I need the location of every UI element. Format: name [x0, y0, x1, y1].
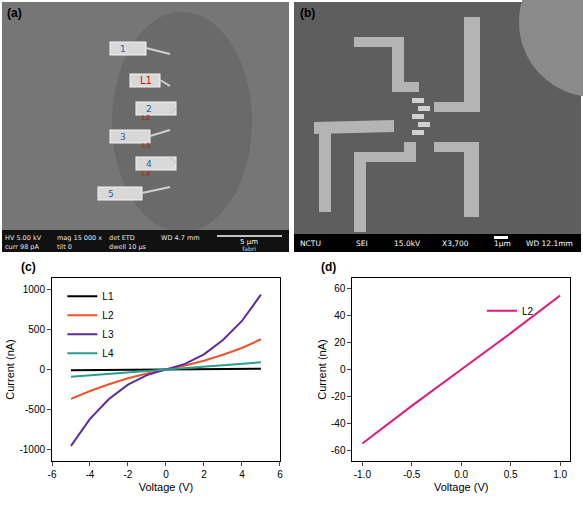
- svg-text:4: 4: [239, 469, 245, 480]
- svg-text:Current (nA): Current (nA): [316, 339, 328, 400]
- svg-text:-60: -60: [331, 445, 346, 456]
- svg-text:500: 500: [28, 324, 45, 335]
- svg-text:2: 2: [201, 469, 207, 480]
- svg-text:20: 20: [334, 337, 346, 348]
- svg-text:dwell 10 µs: dwell 10 µs: [109, 243, 147, 251]
- svg-text:1µm: 1µm: [494, 239, 511, 248]
- svg-text:-1.0: -1.0: [354, 469, 372, 480]
- svg-text:L4: L4: [102, 348, 114, 359]
- svg-text:(a): (a): [7, 6, 22, 20]
- svg-text:(c): (c): [21, 260, 36, 274]
- svg-text:-20: -20: [331, 391, 346, 402]
- svg-text:L1: L1: [140, 75, 152, 86]
- svg-text:1000: 1000: [23, 284, 46, 295]
- svg-text:2: 2: [146, 104, 152, 114]
- svg-text:L2: L2: [522, 306, 534, 317]
- svg-text:-1000: -1000: [19, 444, 45, 455]
- svg-text:0: 0: [39, 364, 45, 375]
- svg-text:L1: L1: [102, 291, 114, 302]
- svg-text:5: 5: [108, 189, 114, 199]
- svg-text:HV 5.00 kV: HV 5.00 kV: [5, 234, 42, 242]
- svg-text:L2: L2: [142, 114, 150, 122]
- svg-text:0: 0: [340, 364, 346, 375]
- svg-text:-4: -4: [86, 469, 95, 480]
- svg-text:6: 6: [277, 469, 283, 480]
- svg-text:-40: -40: [331, 418, 346, 429]
- svg-text:1.0: 1.0: [553, 469, 567, 480]
- svg-text:5 µm: 5 µm: [240, 238, 258, 246]
- svg-text:L4: L4: [142, 170, 151, 178]
- svg-text:0.5: 0.5: [504, 469, 518, 480]
- svg-text:L3: L3: [142, 142, 150, 150]
- svg-text:Voltage (V): Voltage (V): [139, 481, 193, 493]
- svg-text:WD 4.7 mm: WD 4.7 mm: [161, 234, 200, 242]
- svg-text:curr 98 pA: curr 98 pA: [5, 243, 39, 251]
- svg-text:40: 40: [334, 310, 346, 321]
- svg-text:mag 15 000 x: mag 15 000 x: [57, 234, 102, 242]
- svg-text:L2: L2: [102, 310, 114, 321]
- svg-text:Current (nA): Current (nA): [4, 339, 16, 400]
- svg-text:L3: L3: [102, 329, 114, 340]
- svg-text:1: 1: [120, 44, 126, 54]
- svg-text:-2: -2: [124, 469, 133, 480]
- svg-text:SEI: SEI: [356, 239, 368, 248]
- svg-text:X3,700: X3,700: [442, 239, 469, 248]
- svg-text:0: 0: [163, 469, 169, 480]
- svg-text:NCTU: NCTU: [300, 239, 321, 248]
- svg-text:(d): (d): [321, 260, 336, 274]
- svg-text:(b): (b): [300, 6, 315, 20]
- svg-text:4: 4: [146, 159, 152, 169]
- svg-text:-500: -500: [25, 404, 45, 415]
- svg-text:WD 12.1mm: WD 12.1mm: [526, 239, 573, 248]
- svg-text:3: 3: [120, 132, 126, 142]
- svg-text:-0.5: -0.5: [403, 469, 421, 480]
- svg-text:-6: -6: [48, 469, 57, 480]
- svg-text:60: 60: [334, 283, 346, 294]
- svg-text:15.0kV: 15.0kV: [394, 239, 421, 248]
- svg-text:0.0: 0.0: [454, 469, 468, 480]
- svg-text:Voltage (V): Voltage (V): [434, 481, 488, 493]
- svg-text:fabri: fabri: [242, 245, 256, 252]
- svg-text:det ETD: det ETD: [109, 234, 135, 242]
- svg-text:tilt 0: tilt 0: [57, 243, 72, 251]
